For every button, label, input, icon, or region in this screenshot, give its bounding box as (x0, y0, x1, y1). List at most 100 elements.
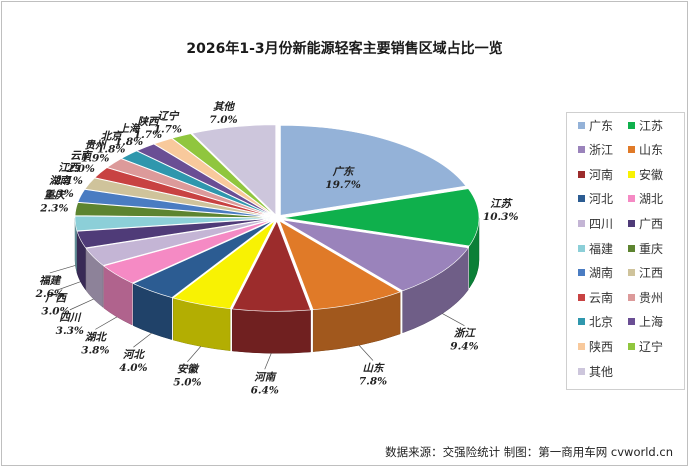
legend-item: 江西 (628, 264, 663, 282)
slice-label-name: 广东 (332, 165, 355, 178)
leader-line (49, 265, 76, 274)
legend-swatch (578, 367, 585, 375)
legend-swatch (628, 318, 635, 326)
legend-item: 浙江 (578, 141, 613, 159)
slice-label-value: 9.4% (450, 341, 478, 353)
legend-item: 广东 (578, 116, 613, 134)
legend-label: 重庆 (639, 241, 664, 256)
legend-item: 陕西 (578, 337, 613, 355)
leader-lines (49, 265, 465, 370)
slice-云南 (94, 167, 272, 217)
slice-label-name: 河南 (254, 370, 277, 383)
slice-山东 (278, 220, 401, 310)
slice-河南 (231, 220, 311, 312)
slice-label-name: 四川 (59, 312, 81, 324)
slice-其他 (191, 124, 276, 216)
legend-swatch (628, 293, 635, 301)
legend-swatch (578, 219, 585, 227)
legend-swatch (628, 269, 635, 277)
legend-item: 其他 (578, 362, 613, 380)
legend-label: 福建 (589, 241, 614, 256)
leader-line (55, 281, 81, 292)
slice-重庆 (74, 202, 272, 218)
legend-label: 江西 (639, 266, 664, 281)
slice-label-name: 湖北 (85, 331, 107, 343)
slice-label-value: 2.3% (39, 202, 68, 214)
slice-label-value: 1.8% (115, 136, 143, 148)
legend-item: 贵州 (628, 288, 663, 306)
slice-label-name: 湖南 (49, 174, 72, 187)
slice-安徽 (172, 220, 276, 310)
slice-label-value: 1.9% (81, 153, 109, 165)
slice-label-value: 7.0% (209, 114, 237, 126)
legend-swatch (628, 244, 635, 252)
legend-swatch (628, 219, 635, 227)
legend-swatch (578, 146, 585, 154)
slice-label-value: 2.6% (35, 288, 64, 300)
legend-item: 福建 (578, 239, 613, 257)
slice-江西 (84, 177, 272, 218)
slice-label-name: 江苏 (490, 197, 513, 210)
legend-item: 安徽 (628, 165, 663, 183)
leader-line (95, 316, 118, 330)
legend-label: 北京 (589, 315, 614, 330)
legend-item: 湖南 (578, 264, 613, 282)
legend-swatch (578, 170, 585, 178)
slice-河北 (132, 220, 274, 298)
slice-label-value: 1.8% (97, 144, 125, 156)
slice-label-value: 3.3% (56, 325, 84, 337)
slice-上海 (136, 143, 274, 216)
legend-label: 安徽 (639, 167, 664, 182)
legend-swatch (578, 342, 585, 350)
slice-label-name: 云南 (70, 149, 93, 162)
slice-label-name: 贵州 (85, 139, 107, 152)
legend-swatch (578, 269, 585, 277)
leader-line (187, 346, 202, 362)
slice-label-name: 广西 (44, 292, 68, 305)
slice-label-name: 其他 (213, 100, 235, 113)
slice-label-name: 江西 (58, 162, 81, 174)
legend-label: 河北 (589, 192, 614, 207)
leader-line (264, 353, 272, 370)
leader-line (133, 332, 152, 348)
slice-湖北 (103, 219, 273, 284)
slice-label-name: 上海 (118, 122, 141, 135)
legend-swatch (578, 244, 585, 252)
slice-湖南 (77, 189, 272, 218)
legend-label: 湖南 (589, 266, 614, 281)
legend-label: 河南 (589, 167, 614, 182)
slice-label-value: 2.0% (66, 163, 95, 175)
legend-swatch (628, 121, 635, 129)
slice-北京 (120, 150, 273, 217)
slice-贵州 (106, 158, 273, 217)
slice-label-value: 5.0% (173, 377, 201, 389)
legend-label: 云南 (589, 290, 614, 305)
legend-item: 上海 (628, 313, 663, 331)
legend-label: 湖北 (639, 192, 664, 207)
legend-label: 浙江 (589, 143, 614, 158)
slice-label-value: 1.7% (134, 129, 162, 141)
slice-label-value: 4.0% (119, 362, 147, 374)
legend-label: 广东 (589, 118, 614, 133)
legend-item: 山东 (628, 141, 663, 159)
leader-line (442, 313, 465, 327)
legend-swatch (578, 195, 585, 203)
legend-swatch (628, 146, 635, 154)
legend-label: 贵州 (639, 290, 664, 305)
slice-广西 (76, 218, 272, 249)
slice-label-name: 重庆 (44, 188, 67, 201)
legend-item: 重庆 (628, 239, 663, 257)
slice-label-name: 山东 (363, 361, 385, 374)
slice-广东 (280, 125, 467, 216)
legend-swatch (628, 195, 635, 203)
chart-title: 2026年1-3月份新能源轻客主要销售区域占比一览 (186, 41, 503, 57)
slice-label-name: 浙江 (454, 327, 476, 340)
legend-swatch (578, 318, 585, 326)
legend: 广东 江苏 浙江 山东 河南 安徽 河北 湖北 四川 广西 福建 重庆 湖南 江西 云南 贵州 北京 上海 陕西 辽宁… (566, 112, 685, 390)
slice-四川 (85, 219, 272, 266)
leader-line (358, 345, 374, 361)
slice-label-value: 3.0% (41, 306, 69, 318)
legend-label: 其他 (589, 364, 614, 379)
